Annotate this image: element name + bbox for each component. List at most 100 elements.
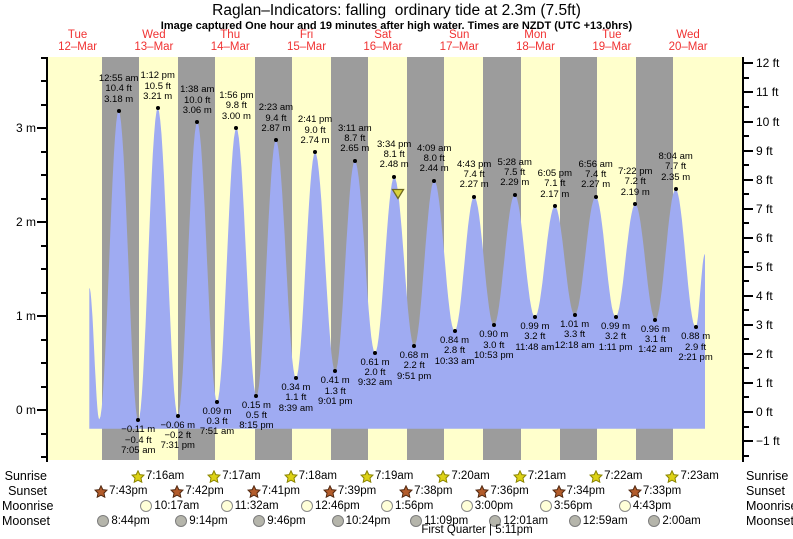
- right-axis-label: −1 ft: [756, 434, 780, 449]
- day-date: 13–Mar: [134, 41, 174, 53]
- moonrise-time: 11:32am: [220, 498, 279, 514]
- sunset-icon: [551, 484, 566, 498]
- right-axis-tick: [744, 91, 753, 94]
- sunset-icon: [322, 484, 337, 498]
- left-axis-label: 2 m: [15, 215, 36, 229]
- day-date: 20–Mar: [668, 41, 708, 53]
- moonset-icon: [253, 515, 266, 527]
- tide-label-line: 2.48 m: [379, 159, 409, 171]
- tide-extreme-dot: [254, 393, 259, 398]
- astro-time-label: 12:01am: [503, 515, 549, 527]
- sunrise-icon: [665, 469, 680, 483]
- left-axis-tick: [41, 362, 46, 364]
- astro-time-label: 3:56pm: [554, 500, 593, 512]
- tide-label-line: 3.2 ft: [524, 331, 546, 343]
- moonrise-icon: [381, 500, 393, 512]
- left-axis-tick: [37, 127, 46, 129]
- high-tide-label: 1:56 pm 9.8 ft 3.00 m: [203, 90, 269, 122]
- tide-label-line: 1:38 am: [180, 84, 215, 96]
- moonset-time: 8:44pm: [97, 513, 150, 529]
- tide-label-line: 9:51 pm: [397, 370, 432, 382]
- day-weekday: Sat: [374, 29, 392, 41]
- tide-label-line: 0.34 m: [281, 382, 311, 394]
- left-axis-tick: [41, 197, 46, 200]
- moonrise-time: 4:43pm: [618, 498, 672, 514]
- tide-extreme-dot: [653, 317, 658, 322]
- tide-label-line: 1:11 pm: [598, 341, 633, 353]
- high-tide-label: 2:23 am 9.4 ft 2.87 m: [243, 102, 309, 134]
- tide-label-line: 0.88 m: [681, 331, 711, 343]
- tide-label-line: 7:31 pm: [160, 440, 195, 452]
- left-axis-tick: [41, 291, 46, 294]
- right-axis-tick: [744, 149, 753, 152]
- moonrise-time: 3:56pm: [540, 498, 592, 514]
- tide-label-line: −0.2 ft: [164, 429, 192, 441]
- tide-label-line: 10.5 ft: [144, 80, 171, 92]
- tide-extreme-dot: [136, 418, 141, 423]
- tide-area-curve: [89, 108, 706, 429]
- astro-time-label: 4:43pm: [632, 500, 672, 512]
- astro-time-label: 7:19am: [374, 470, 414, 482]
- tide-label-line: 4:09 am: [417, 142, 452, 154]
- moon-phase-note: First Quarter | 5:11pm: [421, 524, 533, 536]
- tide-label-line: 9.8 ft: [225, 100, 247, 112]
- right-axis-label: 1 ft: [756, 375, 773, 390]
- right-axis-tick: [744, 309, 749, 312]
- high-tide-label: 12:55 am 10.4 ft 3.18 m: [86, 73, 152, 105]
- moonrise-icon: [460, 500, 473, 512]
- right-axis-label: 11 ft: [756, 85, 779, 100]
- tide-label-line: 2.0 ft: [364, 366, 386, 378]
- right-axis-label: 3 ft: [756, 317, 773, 332]
- tide-extreme-dot: [452, 329, 457, 334]
- left-axis-tick: [41, 385, 46, 388]
- astro-time-label: 7:36pm: [490, 485, 529, 497]
- low-tide-label: 0.84 m 2.8 ft 10:33 am: [422, 335, 488, 367]
- moonset-time: 9:14pm: [175, 513, 228, 529]
- sunset-time: 7:43pm: [94, 483, 147, 499]
- day-weekday: Tue: [67, 29, 88, 41]
- right-axis-tick: [744, 236, 753, 239]
- moonset-icon: [331, 515, 344, 527]
- tide-label-line: 0.41 m: [320, 375, 350, 387]
- tide-extreme-dot: [552, 204, 557, 209]
- astro-time-label: 8:44pm: [111, 515, 150, 527]
- sunset-icon: [170, 484, 185, 498]
- left-axis-label: 0 m: [15, 403, 36, 417]
- tide-label-line: 3.00 m: [221, 110, 251, 122]
- right-axis-tick: [744, 440, 753, 443]
- tide-label-line: 11:48 am: [515, 341, 555, 353]
- astro-time-label: 12:46pm: [314, 500, 360, 512]
- sunset-icon: [627, 484, 642, 498]
- astro-time-label: 7:41pm: [261, 485, 300, 497]
- tide-label-line: 0.15 m: [241, 399, 271, 411]
- moonrise-time: 10:17am: [140, 498, 199, 514]
- right-axis-tick: [744, 280, 749, 283]
- moonset-time: 12:59am: [568, 513, 628, 529]
- low-tide-label: −0.06 m −0.2 ft 7:31 pm: [145, 420, 211, 452]
- right-axis-label: 0 ft: [756, 405, 773, 419]
- right-axis-tick: [744, 164, 749, 167]
- chart-title: Raglan–Indicators: falling ordinary tide…: [212, 2, 581, 19]
- moonrise-time: 1:56pm: [381, 498, 433, 514]
- right-axis-tick: [744, 251, 749, 254]
- high-tide-label: 1:38 am 10.0 ft 3.06 m: [164, 85, 230, 116]
- low-tide-label: 0.34 m 1.1 ft 8:39 am: [263, 382, 329, 414]
- tide-extreme-dot: [532, 314, 537, 319]
- sunrise-time: 7:23am: [665, 468, 719, 484]
- day-date: 17–Mar: [439, 41, 479, 53]
- astro-time-label: 11:32am: [234, 500, 279, 512]
- moonset-icon: [410, 515, 423, 527]
- day-label: Fri 15–Mar: [269, 29, 345, 53]
- tide-label-line: 0.96 m: [640, 323, 670, 335]
- tide-label-line: 10.4 ft: [105, 83, 132, 95]
- tide-label-line: 2.74 m: [300, 135, 330, 147]
- astro-time-label: 2:00am: [662, 515, 701, 527]
- left-axis-tick: [41, 432, 46, 435]
- tide-label-line: 7.5 ft: [504, 167, 526, 179]
- right-axis-tick: [744, 454, 749, 457]
- tide-label-line: 8.1 ft: [383, 149, 405, 161]
- tide-label-line: 3:34 pm: [377, 138, 412, 150]
- right-axis-tick: [744, 193, 749, 196]
- tide-extreme-dot: [155, 106, 160, 111]
- low-tide-label: 0.61 m 2.0 ft 9:32 am: [342, 357, 408, 389]
